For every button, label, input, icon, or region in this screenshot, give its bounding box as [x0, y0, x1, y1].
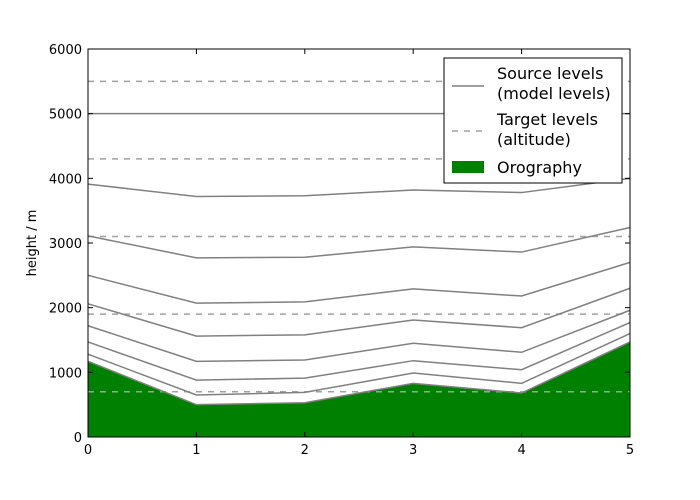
y-tick-label-0: 0	[74, 431, 82, 446]
legend-label-target-levels: Target levels (altitude)	[496, 110, 603, 149]
x-tick-label-1: 1	[192, 443, 200, 458]
source-level-line-3	[87, 309, 631, 363]
x-tick-label-3: 3	[409, 443, 417, 458]
y-tick-label-1: 1000	[49, 366, 82, 381]
x-tick-label-2: 2	[301, 443, 309, 458]
y-tick-label-6: 6000	[49, 43, 82, 58]
legend-label-orography: Orography	[497, 158, 582, 177]
y-tick-label-3: 3000	[49, 237, 82, 252]
source-level-line-7	[87, 177, 631, 198]
x-tick-label-5: 5	[626, 443, 634, 458]
legend-swatch-orography	[452, 161, 484, 173]
orography-area	[88, 341, 630, 437]
source-level-line-5	[87, 261, 631, 304]
y-tick-label-2: 2000	[49, 302, 82, 317]
legend: Source levels (model levels) Target leve…	[443, 57, 623, 184]
y-axis: 0 1000 2000 3000 4000 5000 6000	[49, 43, 630, 446]
source-level-line-2	[87, 321, 631, 381]
x-tick-label-0: 0	[84, 443, 92, 458]
legend-label-source-levels: Source levels (model levels)	[497, 64, 611, 103]
orography-layer	[88, 341, 630, 437]
source-level-line-6	[87, 226, 631, 259]
y-tick-label-4: 4000	[49, 172, 82, 187]
source-level-line-4	[87, 287, 631, 337]
x-axis: 0 1 2 3 4 5	[84, 49, 634, 458]
source-level-line-0	[87, 341, 631, 406]
x-tick-label-4: 4	[517, 443, 525, 458]
y-tick-label-5: 5000	[49, 108, 82, 123]
source-level-line-1	[87, 332, 631, 396]
y-axis-label: height / m	[25, 210, 40, 277]
